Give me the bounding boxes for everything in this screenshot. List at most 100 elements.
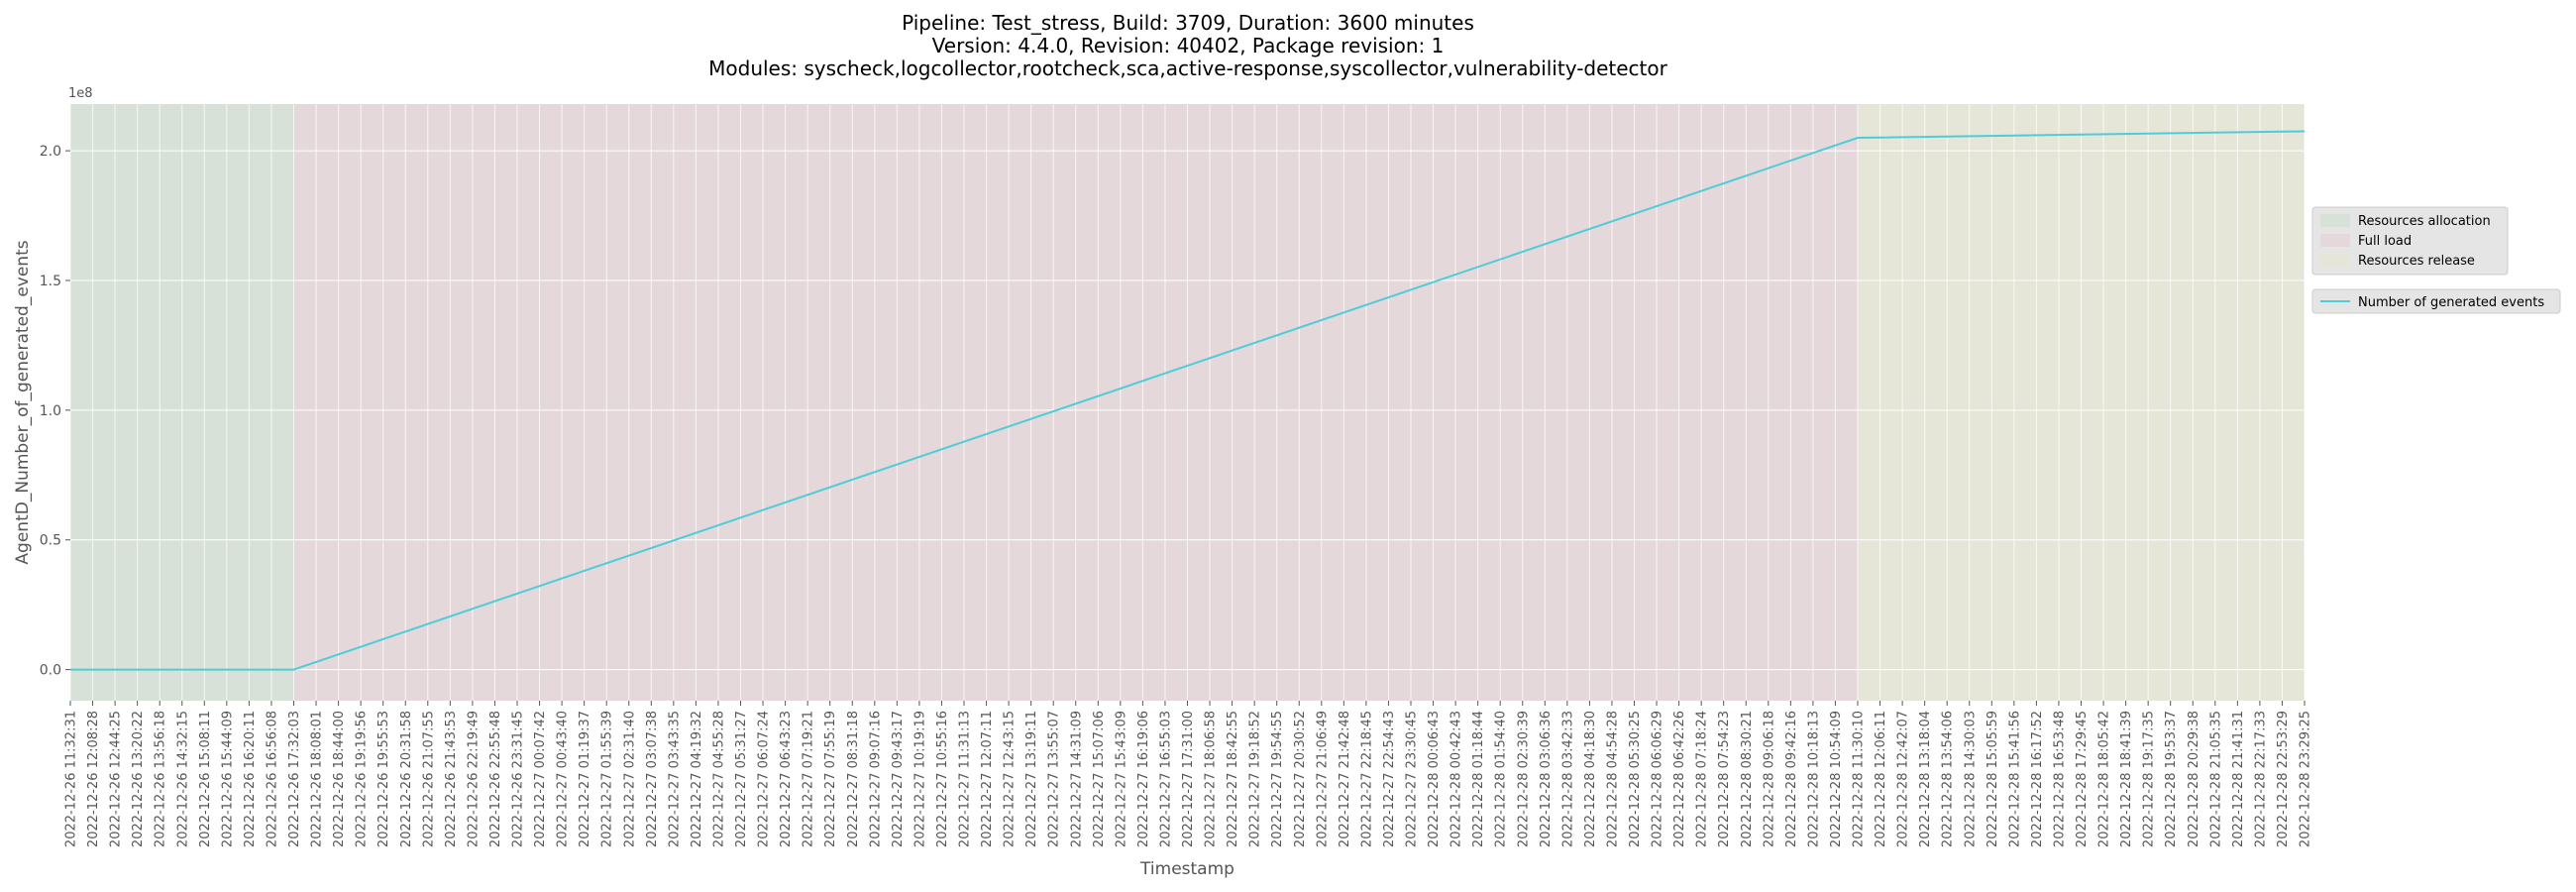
- title-line-3: Modules: syscheck,logcollector,rootcheck…: [708, 56, 1668, 80]
- x-tick-label: 2022-12-27 14:31:09: [1069, 711, 1084, 847]
- x-tick-label: 2022-12-27 21:42:48: [1338, 711, 1352, 847]
- x-tick-label: 2022-12-27 22:18:45: [1359, 711, 1374, 847]
- y-tick-label: 0.0: [40, 663, 61, 679]
- x-tick-label: 2022-12-26 11:32:31: [64, 711, 79, 847]
- x-tick-label: 2022-12-26 16:20:11: [243, 711, 258, 847]
- x-tick-label: 2022-12-26 15:08:11: [198, 711, 213, 847]
- x-tick-label: 2022-12-26 19:55:53: [376, 711, 391, 847]
- x-tick-label: 2022-12-26 22:19:49: [466, 711, 481, 847]
- x-tick-label: 2022-12-27 15:07:06: [1092, 711, 1107, 847]
- x-tick-label: 2022-12-27 11:31:13: [958, 711, 973, 847]
- x-tick-label: 2022-12-27 12:07:11: [980, 711, 995, 847]
- x-tick-label: 2022-12-27 10:19:19: [912, 711, 927, 847]
- x-tick-label: 2022-12-28 12:06:11: [1874, 711, 1888, 847]
- x-tick-label: 2022-12-27 07:55:19: [823, 711, 838, 847]
- x-tick-label: 2022-12-27 15:43:09: [1114, 711, 1128, 847]
- x-tick-label: 2022-12-27 09:07:16: [868, 711, 883, 847]
- grid-lines: [69, 104, 2306, 701]
- x-tick-label: 2022-12-28 19:53:37: [2164, 711, 2179, 847]
- y-axis-label: AgentD_Number_of_generated_events: [13, 240, 33, 564]
- y-tick-label: 1.5: [40, 274, 61, 289]
- x-tick-label: 2022-12-26 17:32:03: [287, 711, 302, 847]
- x-tick-label: 2022-12-27 16:55:03: [1158, 711, 1173, 847]
- x-tick-label: 2022-12-26 12:08:28: [86, 711, 101, 847]
- x-tick-label: 2022-12-26 22:55:48: [488, 711, 503, 847]
- x-tick-label: 2022-12-27 13:19:11: [1024, 711, 1039, 847]
- x-tick-label: 2022-12-28 15:41:56: [2007, 711, 2022, 847]
- x-tick-label: 2022-12-27 04:19:32: [690, 711, 704, 847]
- x-tick-label: 2022-12-28 09:06:18: [1762, 711, 1776, 847]
- x-tick-label: 2022-12-27 00:07:42: [533, 711, 548, 847]
- x-tick-label: 2022-12-28 10:18:13: [1806, 711, 1821, 847]
- x-tick-label: 2022-12-27 05:31:27: [734, 711, 749, 847]
- x-tick-label: 2022-12-28 03:42:33: [1560, 711, 1575, 847]
- x-tick-label: 2022-12-26 23:31:45: [511, 711, 526, 847]
- y-tick-label: 2.0: [40, 144, 61, 160]
- x-tick-label: 2022-12-28 07:18:24: [1695, 711, 1710, 847]
- x-tick-label: 2022-12-27 18:42:55: [1226, 711, 1240, 847]
- legend-swatch-phase-2: [2320, 234, 2350, 247]
- x-tick-label: 2022-12-28 15:05:59: [1986, 711, 2000, 847]
- legend-label-phase-2: Full load: [2358, 234, 2412, 249]
- x-tick-label: 2022-12-26 15:44:09: [220, 711, 235, 847]
- x-tick-label: 2022-12-27 04:55:28: [711, 711, 726, 847]
- x-tick-label: 2022-12-28 01:54:40: [1494, 711, 1509, 847]
- x-tick-label: 2022-12-26 14:32:15: [175, 711, 190, 847]
- x-tick-label: 2022-12-27 18:06:58: [1204, 711, 1219, 847]
- x-tick-label: 2022-12-27 10:55:16: [935, 711, 950, 847]
- x-tick-label: 2022-12-28 04:54:28: [1605, 711, 1620, 847]
- x-tick-label: 2022-12-26 20:31:58: [399, 711, 414, 847]
- x-tick-label: 2022-12-28 22:17:33: [2253, 711, 2268, 847]
- legend: Resources allocation Full load Resources r…: [2311, 206, 2561, 314]
- x-tick-label: 2022-12-27 22:54:43: [1382, 711, 1397, 847]
- x-tick-label: 2022-12-27 00:43:40: [556, 711, 571, 847]
- title-line-1: Pipeline: Test_stress, Build: 3709, Dura…: [902, 11, 1474, 35]
- x-tick-label: 2022-12-27 03:43:35: [667, 711, 682, 847]
- y-tick-label: 0.5: [40, 533, 61, 549]
- x-axis: 2022-12-26 11:32:31 2022-12-26 12:08:28 20…: [64, 701, 2313, 847]
- x-axis-label: Timestamp: [1139, 859, 1234, 879]
- x-tick-label: 2022-12-27 17:31:00: [1181, 711, 1196, 847]
- x-tick-label: 2022-12-27 13:55:07: [1047, 711, 1062, 847]
- x-tick-label: 2022-12-28 02:30:39: [1516, 711, 1531, 847]
- x-tick-label: 2022-12-28 13:54:06: [1941, 711, 1956, 847]
- x-tick-label: 2022-12-28 00:06:43: [1427, 711, 1442, 847]
- x-tick-label: 2022-12-27 01:19:37: [578, 711, 592, 847]
- x-tick-label: 2022-12-28 06:42:26: [1672, 711, 1687, 847]
- x-tick-label: 2022-12-27 21:06:49: [1315, 711, 1330, 847]
- x-tick-label: 2022-12-28 18:41:39: [2119, 711, 2134, 847]
- x-tick-label: 2022-12-28 19:17:35: [2142, 711, 2157, 847]
- x-tick-label: 2022-12-27 03:07:38: [645, 711, 660, 847]
- series-lines: [70, 130, 2306, 671]
- x-tick-label: 2022-12-26 21:07:55: [421, 711, 436, 847]
- x-tick-label: 2022-12-27 20:30:52: [1293, 711, 1308, 847]
- x-tick-label: 2022-12-28 10:54:09: [1829, 711, 1844, 847]
- x-tick-label: 2022-12-28 16:17:52: [2030, 711, 2045, 847]
- y-tick-label: 1.0: [40, 403, 61, 419]
- legend-label-phase-3: Resources release: [2358, 254, 2475, 269]
- x-tick-label: 2022-12-28 05:30:25: [1628, 711, 1643, 847]
- legend-box-series: [2311, 288, 2561, 314]
- legend-label-phase-1: Resources allocation: [2358, 214, 2491, 229]
- x-tick-label: 2022-12-28 04:18:30: [1583, 711, 1598, 847]
- x-tick-label: 2022-12-26 21:43:53: [444, 711, 459, 847]
- x-tick-label: 2022-12-27 16:19:06: [1136, 711, 1151, 847]
- chart-title: Pipeline: Test_stress, Build: 3709, Dura…: [708, 11, 1668, 80]
- x-tick-label: 2022-12-27 23:30:45: [1405, 711, 1420, 847]
- x-tick-label: 2022-12-28 08:30:21: [1740, 711, 1755, 847]
- title-line-2: Version: 4.4.0, Revision: 40402, Package…: [932, 34, 1445, 57]
- legend-box-phases: [2311, 206, 2509, 276]
- x-tick-label: 2022-12-28 18:05:42: [2097, 711, 2112, 847]
- x-tick-label: 2022-12-28 16:53:48: [2052, 711, 2067, 847]
- series-line-1: [70, 130, 2306, 671]
- legend-label-series-1: Number of generated events: [2358, 295, 2544, 310]
- x-tick-label: 2022-12-27 08:31:18: [846, 711, 861, 847]
- x-tick-label: 2022-12-28 06:06:29: [1651, 711, 1665, 847]
- legend-swatch-phase-1: [2320, 214, 2350, 227]
- x-tick-label: 2022-12-28 07:54:23: [1717, 711, 1732, 847]
- x-tick-label: 2022-12-26 16:56:08: [265, 711, 279, 847]
- x-tick-label: 2022-12-28 21:05:35: [2208, 711, 2223, 847]
- x-tick-label: 2022-12-27 19:18:52: [1248, 711, 1263, 847]
- x-tick-label: 2022-12-27 09:43:17: [891, 711, 906, 847]
